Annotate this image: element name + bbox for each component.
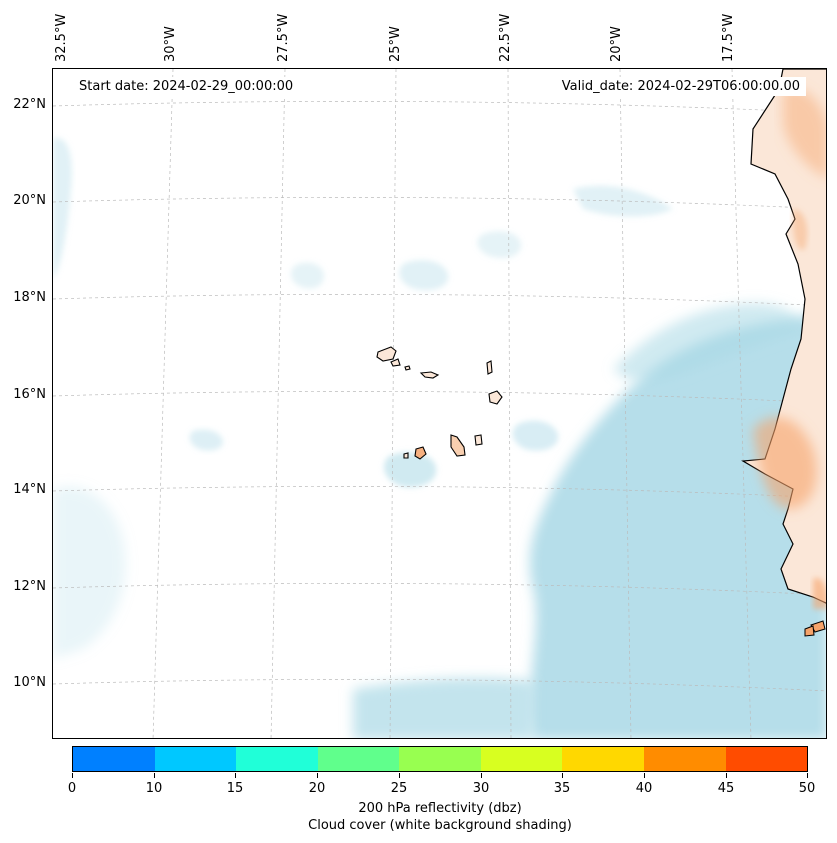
colorbar-tick [154, 773, 155, 778]
cloud-patch-west [53, 138, 72, 279]
cloud-band-south [353, 677, 533, 738]
cloud-patch-center [290, 262, 325, 289]
africa-reflect-north [783, 88, 826, 178]
island-santiago [450, 434, 466, 457]
colorbar-tick-label: 10 [145, 781, 163, 796]
island-maio [474, 434, 483, 446]
island-fogo [414, 446, 427, 460]
africa-reflect-south [813, 578, 826, 609]
map-panel: Start date: 2024-02-29_00:00:00 Valid_da… [52, 68, 827, 739]
cloud-patch-east [613, 303, 803, 382]
cloud-patch-mid [512, 420, 559, 451]
lon-label-17.5w: 17.5°W [721, 13, 736, 62]
colorbar-segment-10-15 [154, 747, 237, 771]
cloud-patch-north-1 [399, 260, 449, 291]
colorbar-tick-label: 50 [798, 781, 816, 796]
cloud-patch-capeverde [384, 452, 437, 488]
colorbar-segment-25-30 [399, 747, 481, 771]
colorbar-tick-label: 35 [553, 781, 571, 796]
cloud-patch-small [189, 429, 224, 451]
valid-date-label: Valid_date: 2024-02-29T06:00:00.00 [555, 77, 806, 96]
island-sao-vicente [390, 358, 401, 367]
meridian-25w [389, 69, 397, 738]
colorbar-segment-15-20 [236, 747, 318, 771]
parallel-20n [53, 197, 826, 210]
meridian-20w [619, 69, 632, 738]
colorbar-tick-label: 25 [390, 781, 408, 796]
colorbar-segment-40-45 [643, 747, 726, 771]
bijagos-island-2 [804, 625, 815, 637]
colorbar-tick-label: 0 [67, 781, 77, 796]
graticule [53, 69, 826, 738]
island-santa-luzia [404, 365, 411, 371]
colorbar-subtitle: Cloud cover (white background shading) [308, 818, 572, 833]
meridian-30w [152, 69, 174, 738]
colorbar-tick [72, 773, 73, 778]
island-sao-nicolau [419, 371, 440, 379]
parallel-12n [53, 583, 826, 596]
colorbar-tick-label: 40 [635, 781, 653, 796]
lat-label-12n: 12°N [13, 579, 46, 594]
colorbar-segment-30-35 [480, 747, 563, 771]
colorbar-tick [235, 773, 236, 778]
colorbar-tick [481, 773, 482, 778]
start-date-label: Start date: 2024-02-29_00:00:00 [73, 77, 300, 96]
africa-reflect-fill [753, 417, 817, 509]
colorbar-tick-label: 15 [226, 781, 244, 796]
colorbar-tick-label: 20 [308, 781, 326, 796]
cloud-patch-sw [53, 486, 126, 659]
cloud-mass-main [529, 309, 826, 738]
colorbar-tick-label: 30 [472, 781, 490, 796]
map-canvas [53, 69, 826, 738]
lon-label-27.5w: 27.5°W [276, 13, 291, 62]
colorbar-tick [726, 773, 727, 778]
meridian-17.5w [731, 69, 752, 738]
parallel-18n [53, 294, 826, 307]
colorbar-tick [807, 773, 808, 778]
lat-label-16n: 16°N [13, 387, 46, 402]
colorbar [72, 746, 808, 772]
lat-label-14n: 14°N [13, 482, 46, 497]
lat-label-10n: 10°N [13, 675, 46, 690]
colorbar-segment-45-50 [725, 747, 808, 771]
lon-label-30w: 30°W [163, 26, 178, 62]
meridian-27.5w [270, 69, 286, 738]
colorbar-segment-0-10 [73, 747, 155, 771]
colorbar-segment-20-25 [317, 747, 400, 771]
parallel-16n [53, 391, 826, 404]
lon-label-25w: 25°W [388, 26, 403, 62]
colorbar-tick [317, 773, 318, 778]
island-boa-vista [488, 390, 503, 405]
lat-label-18n: 18°N [13, 290, 46, 305]
cloud-patch-north-2 [477, 231, 522, 259]
africa-reflect-mid [792, 209, 808, 250]
lon-label-22.5w: 22.5°W [498, 13, 513, 62]
parallel-22n [53, 101, 826, 114]
cloud-cover-layer [53, 138, 826, 738]
colorbar-tick-label: 45 [717, 781, 735, 796]
colorbar-tick [644, 773, 645, 778]
island-sal [486, 360, 493, 375]
island-brava [403, 452, 409, 459]
colorbar-title: 200 hPa reflectivity (dbz) [358, 801, 522, 816]
cape-verde-islands [376, 346, 503, 460]
parallel-14n [53, 486, 826, 499]
lon-label-32.5w: 32.5°W [54, 13, 69, 62]
colorbar-tick [562, 773, 563, 778]
lat-label-20n: 20°N [13, 193, 46, 208]
colorbar-segment-35-40 [562, 747, 644, 771]
colorbar-tick [399, 773, 400, 778]
lat-label-22n: 22°N [13, 97, 46, 112]
africa-landmass [741, 69, 826, 637]
island-santo-antao [376, 346, 397, 362]
parallel-10n [53, 679, 826, 692]
lon-label-20w: 20°W [609, 26, 624, 62]
meridian-22.5w [507, 69, 512, 738]
